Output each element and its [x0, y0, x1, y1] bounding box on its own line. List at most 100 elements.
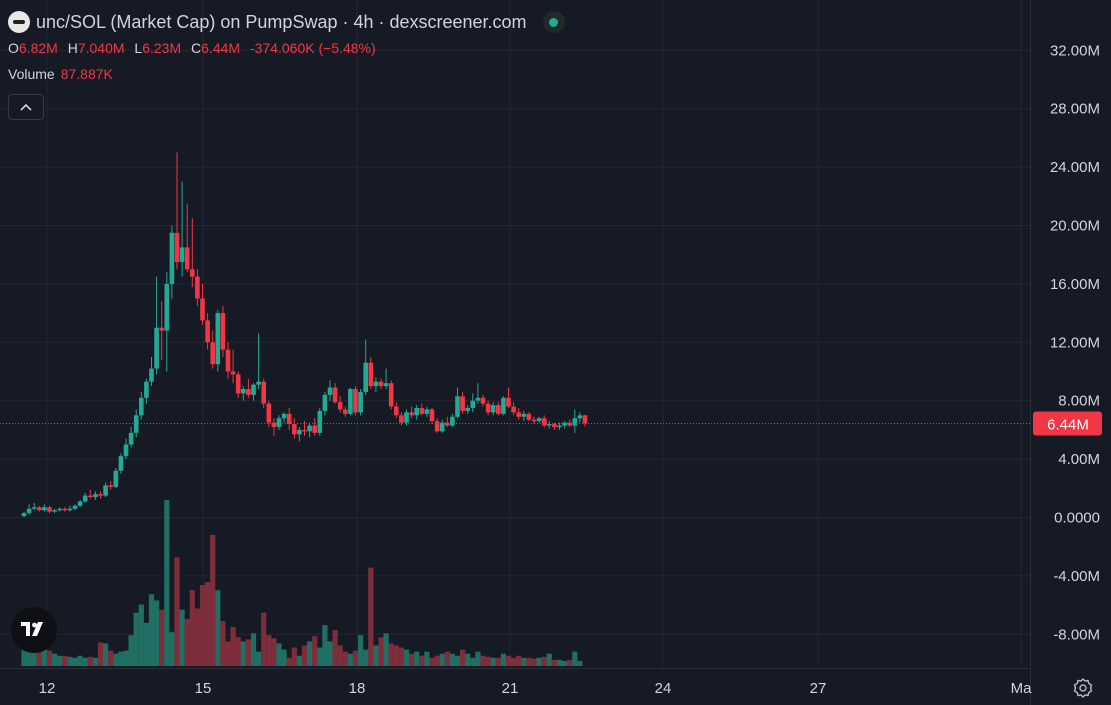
- y-tick-label: -8.00M: [1053, 626, 1100, 643]
- candle-body: [144, 381, 149, 398]
- volume-bar: [419, 655, 425, 666]
- change-value: -374.060K (−5.48%): [249, 40, 376, 56]
- candle-body: [256, 381, 261, 385]
- candle-body: [210, 342, 215, 365]
- candle-body: [501, 397, 506, 414]
- candle-body: [572, 418, 578, 426]
- candle-body: [394, 406, 399, 416]
- candle-body: [246, 389, 251, 395]
- volume-bar: [551, 659, 557, 666]
- candle-body: [368, 362, 374, 387]
- candle-body: [241, 389, 246, 394]
- candle-body: [496, 405, 501, 414]
- candle-body: [251, 384, 256, 395]
- volume-bar: [485, 656, 491, 666]
- volume-bar: [46, 650, 53, 666]
- candle-body: [52, 510, 57, 512]
- candle-body: [547, 424, 552, 426]
- volume-bar: [164, 500, 170, 666]
- candle-body: [266, 403, 272, 423]
- candle-body: [562, 422, 567, 426]
- candle-body: [404, 412, 409, 423]
- candle-body: [383, 383, 389, 387]
- volume-bar: [577, 660, 583, 666]
- x-tick-label: 15: [195, 680, 212, 697]
- candle-body: [103, 485, 108, 496]
- candle-body: [434, 421, 440, 432]
- open-label: O: [8, 40, 19, 56]
- volume-bar: [103, 643, 109, 666]
- candle-body: [113, 470, 119, 487]
- chart-header: unc/SOL (Market Cap) on PumpSwap · 4h · …: [8, 10, 565, 34]
- candle-body: [179, 247, 185, 262]
- candle-body: [123, 444, 129, 457]
- low-label: L: [134, 40, 143, 56]
- volume-bar: [184, 618, 190, 666]
- x-tick-label: Ma: [1011, 680, 1032, 697]
- last-price-label: 6.44M: [1047, 416, 1089, 433]
- y-tick-label: 24.00M: [1050, 159, 1100, 176]
- volume-bar: [21, 645, 27, 666]
- gear-icon[interactable]: [1072, 677, 1094, 699]
- candle-body: [348, 389, 353, 414]
- last-price-tag: [1033, 411, 1102, 436]
- candle-body: [149, 368, 154, 382]
- volume-bar: [536, 657, 542, 666]
- token-avatar: [8, 11, 30, 33]
- candle-body: [429, 409, 435, 422]
- volume-bar: [179, 609, 185, 666]
- volume-bar: [77, 655, 83, 666]
- volume-bar: [342, 651, 348, 666]
- candle-body: [536, 418, 542, 422]
- candle-body: [307, 425, 312, 432]
- x-axis[interactable]: 12 15 18 21 24 27 Ma: [39, 680, 1032, 697]
- volume-bar: [556, 659, 563, 666]
- volume-bar: [511, 657, 517, 666]
- candle-body: [297, 429, 302, 435]
- volume-bar: [57, 655, 63, 666]
- volume-bar: [480, 655, 486, 666]
- volume-bar: [189, 590, 195, 666]
- candle-body: [281, 413, 287, 419]
- x-tick-label: 24: [655, 680, 672, 697]
- volume-bar: [398, 647, 404, 666]
- volume-bar: [205, 581, 211, 666]
- volume-bar: [470, 657, 476, 666]
- tradingview-logo-icon[interactable]: [11, 607, 57, 653]
- volume-bar: [567, 659, 573, 666]
- volume-bar: [31, 646, 37, 666]
- candle-body: [424, 409, 430, 414]
- candle-body: [506, 397, 511, 407]
- volume-bar: [230, 627, 236, 666]
- candle-body: [521, 413, 527, 417]
- candle-body: [271, 422, 277, 427]
- y-axis[interactable]: 32.00M 28.00M 24.00M 20.00M 16.00M 12.00M 8.00…: [1050, 42, 1100, 643]
- candle-body: [190, 269, 195, 277]
- y-tick-label: 0.0000: [1054, 510, 1100, 527]
- volume-bar: [444, 651, 450, 666]
- volume-bar: [296, 655, 302, 666]
- volume-bar: [460, 649, 466, 666]
- volume-bar: [240, 641, 246, 666]
- candle-body: [108, 485, 113, 487]
- candle-body: [312, 425, 317, 433]
- candle-body: [531, 419, 537, 422]
- candle-body: [93, 494, 98, 498]
- candle-body: [490, 405, 496, 413]
- candle-body: [399, 415, 404, 423]
- volume-bar: [516, 655, 522, 666]
- candle-body: [21, 513, 27, 517]
- candle-body: [169, 232, 175, 284]
- volume-bar: [546, 653, 552, 666]
- candle-body: [77, 501, 83, 506]
- collapse-legend-button[interactable]: [8, 94, 44, 120]
- candle-body: [154, 327, 159, 369]
- candle-body: [82, 495, 88, 502]
- candle-body: [337, 402, 343, 410]
- volume-bar: [220, 620, 226, 666]
- volume-bar: [108, 650, 114, 666]
- high-label: H: [67, 40, 78, 56]
- candle-body: [276, 418, 282, 427]
- volume-bar: [118, 651, 124, 666]
